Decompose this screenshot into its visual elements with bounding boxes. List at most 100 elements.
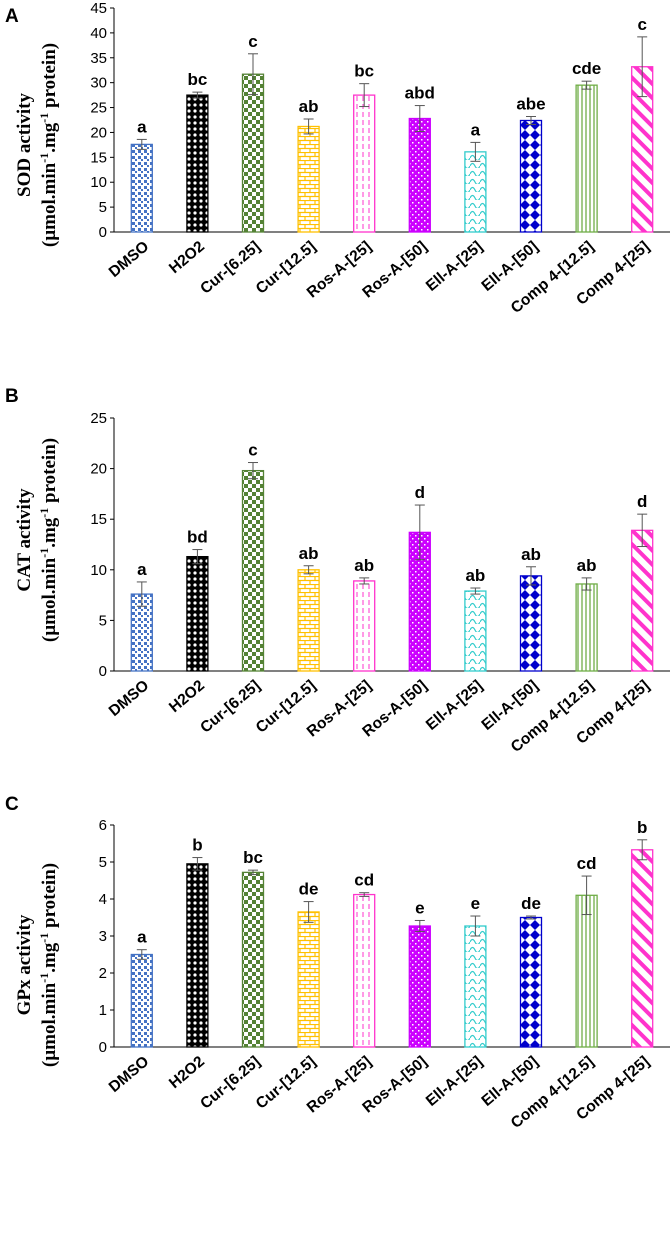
sod-error-bar-5 (414, 105, 425, 132)
panel-label-c: C (5, 794, 19, 815)
gpx-y-axis-title-line1: GPx activity (14, 914, 35, 1015)
cat-significance-label-8: ab (577, 556, 597, 575)
gpx-y-tick-label: 6 (99, 817, 107, 834)
sod-error-bar-6 (470, 141, 481, 162)
cat-plot-area: 0510152025aDMSObdH2O2cCur-[6.25]abCur-[1… (90, 410, 670, 756)
cat-error-bar-8 (581, 577, 592, 591)
gpx-x-tick-label-6: Ell-A-[25] (423, 1053, 486, 1110)
gpx-significance-label-3: de (299, 880, 319, 899)
sod-significance-label-2: c (248, 32, 257, 51)
sod-x-tick-label-1: H2O2 (166, 238, 208, 277)
sod-significance-label-5: abd (405, 84, 435, 103)
sod-x-tick-label-6: Ell-A-[25] (423, 238, 486, 295)
gpx-significance-label-8: cd (577, 854, 597, 873)
gpx-bar-9 (631, 849, 654, 1048)
gpx-error-bar-0 (136, 949, 147, 960)
cat-error-bar-3 (303, 565, 314, 575)
cat-y-tick-label: 25 (90, 410, 107, 427)
gpx-error-bar-7 (526, 915, 536, 920)
sod-bar-5 (408, 117, 431, 233)
sod-significance-label-0: a (137, 117, 147, 136)
gpx-y-tick-label: 0 (99, 1039, 107, 1056)
cat-error-bar-5 (414, 504, 425, 561)
gpx-bar-4 (353, 893, 376, 1048)
sod-bar-0 (130, 143, 153, 233)
gpx-significance-label-6: e (471, 894, 480, 913)
cat-error-bar-2 (248, 462, 258, 480)
gpx-bar-1 (186, 863, 209, 1048)
cat-error-bar-0 (136, 581, 147, 607)
cat-y-tick-label: 20 (90, 461, 107, 478)
cat-x-tick-label-2: Cur-[6.25] (197, 677, 263, 737)
sod-error-bar-1 (192, 91, 203, 99)
cat-bar-8 (575, 583, 598, 672)
sod-significance-label-4: bc (354, 62, 374, 81)
sod-bar-8 (575, 84, 598, 233)
sod-y-tick-label: 0 (99, 224, 107, 241)
gpx-error-bar-9 (637, 839, 648, 861)
cat-error-bar-9 (637, 513, 648, 548)
cat-error-bar-6 (470, 587, 481, 595)
sod-y-tick-label: 15 (90, 149, 107, 166)
gpx-x-tick-label-0: DMSO (106, 1053, 153, 1096)
gpx-x-tick-label-2: Cur-[6.25] (197, 1053, 263, 1113)
cat-bar-1 (186, 555, 209, 672)
gpx-y-tick-label: 2 (99, 965, 107, 982)
cat-y-tick-label: 10 (90, 562, 107, 579)
cat-x-tick-label-6: Ell-A-[25] (423, 677, 486, 734)
sod-error-bar-4 (359, 83, 370, 108)
sod-y-tick-label: 10 (90, 174, 107, 191)
cat-error-bar-7 (526, 566, 536, 586)
gpx-y-tick-label: 5 (99, 854, 107, 871)
cat-significance-label-3: ab (299, 544, 319, 563)
cat-bar-3 (297, 569, 320, 672)
cat-y-tick-label: 5 (99, 612, 107, 629)
gpx-significance-label-1: b (192, 836, 202, 855)
cat-bar-6 (464, 590, 487, 672)
panel-b-cat-chart: B CAT activity (µmol.min-1.mg-1 protein)… (5, 386, 670, 756)
gpx-plot-area: 0123456aDMSObH2O2bcCur-[6.25]deCur-[12.5… (99, 817, 670, 1132)
gpx-error-bar-6 (470, 915, 481, 937)
cat-bar-9 (631, 529, 654, 672)
sod-y-tick-label: 45 (90, 0, 107, 17)
gpx-error-bar-1 (192, 857, 203, 871)
sod-error-bar-8 (581, 80, 592, 90)
cat-y-tick-label: 15 (90, 511, 107, 528)
cat-bar-4 (353, 580, 376, 672)
sod-error-bar-7 (526, 116, 536, 125)
cat-y-axis-title-line1: CAT activity (14, 488, 35, 592)
sod-significance-label-9: c (637, 15, 646, 34)
cat-significance-label-7: ab (521, 545, 541, 564)
gpx-x-tick-label-1: H2O2 (166, 1053, 208, 1092)
sod-plot-area: 0 5 10 15 20 25 30 35 40 45 a DMSO bc H2O2 c Cur-[6.25]… (90, 0, 670, 317)
cat-significance-label-2: c (248, 441, 257, 460)
cat-significance-label-1: bd (187, 528, 208, 547)
sod-bar-2 (241, 73, 265, 233)
gpx-error-bar-5 (414, 919, 425, 933)
gpx-significance-label-0: a (137, 928, 147, 947)
sod-error-bar-2 (248, 53, 258, 96)
sod-significance-label-8: cde (572, 59, 601, 78)
sod-y-axis-title-line1: SOD activity (14, 93, 35, 197)
cat-significance-label-9: d (637, 492, 647, 511)
gpx-significance-label-2: bc (243, 848, 263, 867)
gpx-significance-label-5: e (415, 898, 424, 917)
panel-label-b: B (5, 386, 19, 407)
sod-y-tick-label: 40 (90, 25, 107, 42)
cat-x-tick-label-1: H2O2 (166, 677, 208, 716)
sod-y-tick-label: 25 (90, 100, 107, 117)
sod-y-axis-title-line2: (µmol.min-1.mg-1 protein) (37, 43, 60, 247)
sod-significance-label-1: bc (187, 70, 207, 89)
cat-significance-label-0: a (137, 560, 147, 579)
sod-bar-6 (464, 151, 487, 233)
gpx-y-tick-label: 3 (99, 928, 107, 945)
gpx-y-axis-title-line2: (µmol.min-1.mg-1 protein) (37, 863, 60, 1067)
gpx-bar-0 (130, 953, 153, 1048)
cat-y-axis-title-line2: (µmol.min-1.mg-1 protein) (37, 438, 60, 642)
cat-bar-2 (241, 469, 265, 672)
cat-bar-7 (519, 575, 543, 672)
sod-significance-label-3: ab (299, 97, 319, 116)
sod-y-tick-label: 5 (99, 199, 107, 216)
sod-error-bar-0 (136, 138, 147, 150)
cat-significance-label-4: ab (354, 556, 374, 575)
